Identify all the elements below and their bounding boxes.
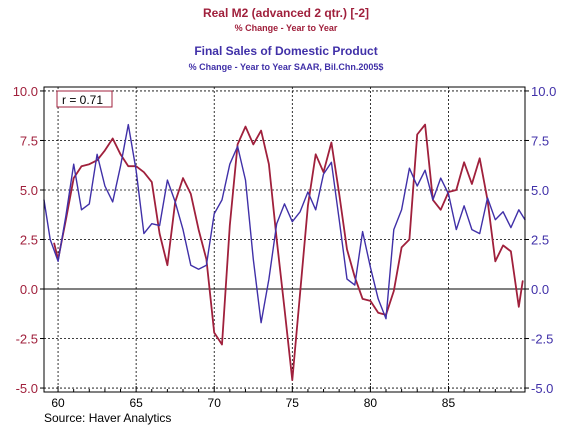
x-tick-label-3: 75 <box>286 396 300 410</box>
correlation-box <box>56 90 113 108</box>
y-tick-label-left-4: 0.0 <box>20 282 38 297</box>
series-line-final-sales <box>43 123 526 324</box>
subtitle-final-sales: % Change - Year to Year SAAR, Bil.Chn.20… <box>189 62 384 72</box>
correlation-label: r = 0.71 <box>62 93 103 107</box>
y-tick-label-left-6: -5.0 <box>16 381 38 396</box>
y-tick-label-right-2: 5.0 <box>531 183 549 198</box>
x-tick-label-2: 70 <box>208 396 222 410</box>
y-tick-label-right-1: 7.5 <box>531 133 549 148</box>
title-final-sales: Final Sales of Domestic Product <box>194 44 377 58</box>
y-tick-label-right-0: 10.0 <box>531 84 556 99</box>
x-tick-label-4: 80 <box>364 396 378 410</box>
x-axis: 60 65 70 75 80 85 <box>51 386 512 410</box>
source-label: Source: Haver Analytics <box>44 411 171 425</box>
y-tick-label-right-4: 0.0 <box>531 282 549 297</box>
x-tick-label-1: 65 <box>129 396 143 410</box>
x-tick-label-0: 60 <box>51 396 65 410</box>
title-real-m2: Real M2 (advanced 2 qtr.) [-2] <box>203 6 369 20</box>
y-tick-label-left-3: 2.5 <box>20 233 38 248</box>
y-axis-left: 10.0 7.5 5.0 2.5 0.0 -2.5 -5.0 <box>13 84 44 396</box>
y-axis-right: 10.0 7.5 5.0 2.5 0.0 -2.5 -5.0 <box>525 84 556 396</box>
y-tick-label-left-0: 10.0 <box>13 84 38 99</box>
y-tick-label-left-5: -2.5 <box>16 332 38 347</box>
grid <box>44 87 525 392</box>
x-tick-label-5: 85 <box>442 396 456 410</box>
subtitle-real-m2: % Change - Year to Year <box>235 23 338 33</box>
y-tick-label-left-1: 7.5 <box>20 133 38 148</box>
series-group <box>43 123 526 382</box>
y-tick-label-right-6: -5.0 <box>531 381 553 396</box>
series-line-real-m2 <box>53 123 524 382</box>
y-tick-label-right-5: -2.5 <box>531 332 553 347</box>
y-tick-label-left-2: 5.0 <box>20 183 38 198</box>
y-tick-label-right-3: 2.5 <box>531 233 549 248</box>
